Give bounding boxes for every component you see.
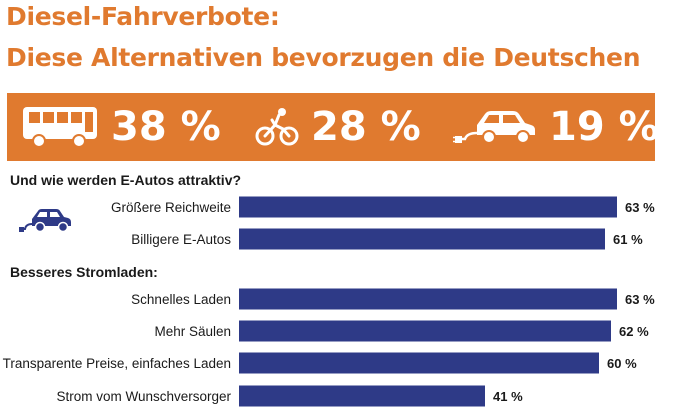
- value-label: 63 %: [625, 292, 655, 307]
- category-label: Schnelles Laden: [131, 292, 231, 307]
- bar: [239, 228, 605, 250]
- section-stromladen-title: Besseres Stromladen:: [10, 264, 158, 280]
- stat-bicycle: 28 %: [255, 93, 421, 161]
- bar: [239, 320, 611, 342]
- value-label: 41 %: [493, 389, 523, 404]
- category-label: Transparente Preise, einfaches Laden: [3, 356, 231, 371]
- summary-banner: 38 % 28 % 19 %: [7, 93, 659, 161]
- category-label: Mehr Säulen: [154, 324, 231, 339]
- bar: [239, 196, 617, 218]
- stat-bus: 38 %: [21, 93, 221, 161]
- chart-title-line-2: Diese Alternativen bevorzugen die Deutsc…: [6, 43, 641, 72]
- bicycle-icon: [255, 107, 299, 147]
- value-label: 60 %: [607, 356, 637, 371]
- electric-car-small-icon: [18, 206, 74, 241]
- stat-bicycle-value: 28 %: [311, 104, 421, 150]
- category-label: Billigere E-Autos: [131, 232, 231, 247]
- value-label: 63 %: [625, 200, 655, 215]
- bus-icon: [21, 105, 99, 149]
- value-label: 61 %: [613, 232, 643, 247]
- section-e-autos-title: Und wie werden E-Autos attraktiv?: [10, 172, 242, 188]
- stat-electric-car: 19 %: [453, 93, 659, 161]
- bar: [239, 352, 599, 374]
- stat-bus-value: 38 %: [111, 104, 221, 150]
- value-label: 62 %: [619, 324, 649, 339]
- category-label: Größere Reichweite: [111, 200, 231, 215]
- bar: [239, 288, 617, 310]
- electric-car-icon: [453, 105, 537, 149]
- chart-title-line-1: Diesel-Fahrverbote:: [6, 2, 280, 31]
- bar: [239, 385, 485, 407]
- stat-electric-car-value: 19 %: [549, 104, 659, 150]
- category-label: Strom vom Wunschversorger: [56, 389, 231, 404]
